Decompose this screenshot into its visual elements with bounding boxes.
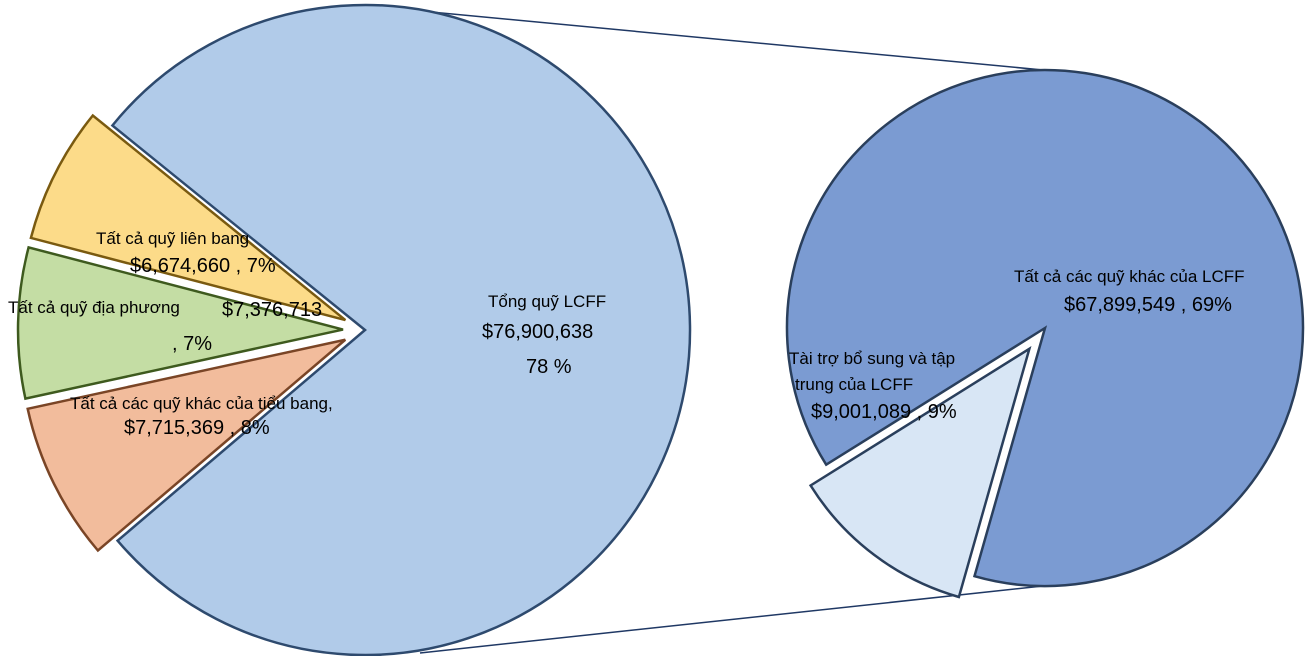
pie-slice-state-other bbox=[26, 338, 347, 553]
label-lcff-total-value: $76,900,638 bbox=[482, 321, 593, 343]
label-local-value: $7,376,713 bbox=[222, 299, 322, 321]
label-state-other-value: $7,715,369 , 8% bbox=[124, 417, 270, 439]
label-lcff-total-name: Tổng quỹ LCFF bbox=[488, 292, 606, 311]
label-local-pct: , 7% bbox=[172, 333, 212, 355]
label-lcff-other-name: Tất cả các quỹ khác của LCFF bbox=[1014, 267, 1245, 286]
label-supplemental-name-2: trung của LCFF bbox=[795, 375, 913, 394]
pie-slice-federal bbox=[29, 113, 347, 322]
label-state-other-name: Tất cả các quỹ khác của tiểu bang, bbox=[70, 394, 333, 413]
label-federal-value: $6,674,660 , 7% bbox=[130, 255, 276, 277]
pie-slice-lcff-other bbox=[785, 68, 1305, 588]
pie-slice-supplemental bbox=[808, 346, 1032, 599]
pie-slice-local bbox=[16, 245, 344, 401]
label-lcff-other-value: $67,899,549 , 69% bbox=[1064, 294, 1232, 316]
connector-line-bottom bbox=[419, 585, 1044, 654]
label-local-name: Tất cả quỹ địa phương bbox=[8, 298, 180, 317]
label-supplemental-name-1: Tài trợ bổ sung và tập bbox=[789, 349, 955, 368]
label-supplemental-value: $9,001,089 , 9% bbox=[811, 401, 957, 423]
connector-line-top bbox=[409, 9, 1044, 71]
label-federal-name: Tất cả quỹ liên bang bbox=[96, 229, 249, 248]
label-lcff-total-pct: 78 % bbox=[526, 356, 572, 378]
pie-slice-lcff-total bbox=[110, 3, 692, 656]
